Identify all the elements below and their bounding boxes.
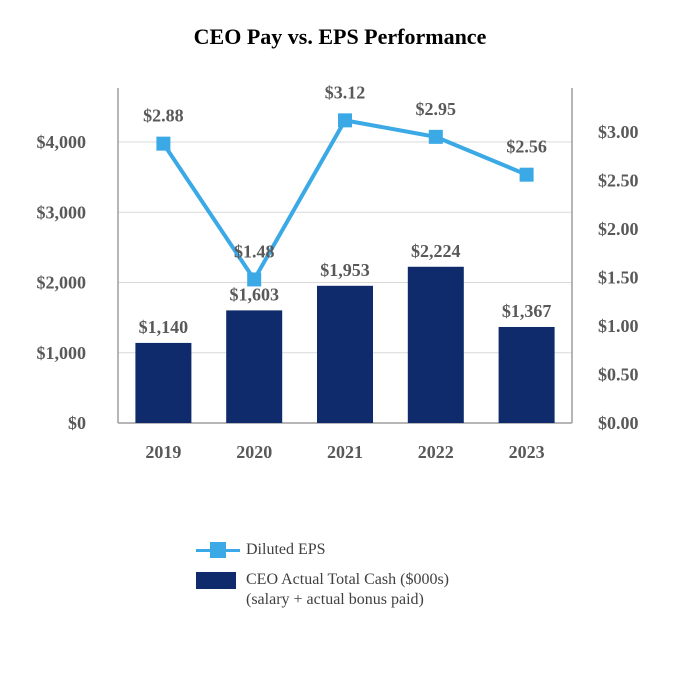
y-right-tick-label: $2.00: [598, 219, 639, 239]
chart-legend: Diluted EPS CEO Actual Total Cash ($000s…: [196, 540, 449, 620]
y-left-tick-label: $0: [68, 413, 86, 433]
bar-value-label: $1,367: [502, 301, 552, 321]
chart-canvas: $0 $1,000 $2,000 $3,000 $4,000 $0.00 $0.50 $1.0…: [37, 82, 639, 462]
y-right-tick-label: $0.00: [598, 413, 639, 433]
eps-line: [161, 118, 528, 282]
legend-label-cash-detail: (salary + actual bonus paid): [246, 591, 424, 608]
bar: [317, 285, 373, 423]
y-right-tick-label: $0.50: [598, 365, 639, 385]
x-tick-label: 2019: [145, 442, 181, 462]
eps-point-marker: [338, 113, 352, 128]
bar-value-label: $1,603: [229, 284, 279, 304]
eps-point-marker: [428, 129, 443, 144]
eps-value-label: $3.12: [325, 82, 366, 102]
y-left-tick-label: $1,000: [37, 343, 87, 363]
bar-value-label: $1,953: [320, 260, 370, 280]
y-left-tick-label: $4,000: [37, 132, 87, 152]
bar-value-label: $2,224: [411, 241, 461, 261]
y-right-tick-label: $1.50: [598, 268, 639, 288]
chart-title: CEO Pay vs. EPS Performance: [193, 24, 487, 49]
eps-value-label: $2.56: [506, 137, 547, 157]
eps-value-label: $1.48: [234, 241, 275, 261]
y-left-tick-label: $2,000: [37, 273, 87, 293]
x-tick-label: 2023: [509, 442, 545, 462]
bar: [226, 310, 283, 423]
legend-item-cash: CEO Actual Total Cash ($000s) (salary + …: [196, 570, 449, 610]
x-tick-label: 2021: [327, 442, 363, 462]
legend-label-eps: Diluted EPS: [246, 541, 326, 558]
eps-point-marker: [519, 167, 534, 182]
y-right-tick-label: $2.50: [598, 171, 639, 191]
y-right-tick-label: $3.00: [598, 122, 639, 142]
x-tick-label: 2022: [418, 442, 454, 462]
legend-item-eps: Diluted EPS: [196, 540, 449, 560]
legend-line-marker-icon: [196, 540, 240, 560]
bar: [135, 342, 192, 423]
bar: [407, 266, 464, 423]
legend-label-cash: CEO Actual Total Cash ($000s): [246, 571, 450, 588]
eps-value-label: $2.88: [143, 106, 184, 126]
eps-point-marker: [247, 272, 262, 287]
bar: [498, 326, 555, 423]
y-right-tick-label: $1.00: [598, 316, 639, 336]
eps-value-label: $2.95: [416, 99, 457, 119]
bar-value-label: $1,140: [139, 317, 189, 337]
eps-point-marker: [156, 136, 171, 151]
y-left-tick-label: $3,000: [37, 202, 87, 222]
x-tick-label: 2020: [236, 442, 272, 462]
legend-bar-swatch-icon: [196, 572, 236, 589]
